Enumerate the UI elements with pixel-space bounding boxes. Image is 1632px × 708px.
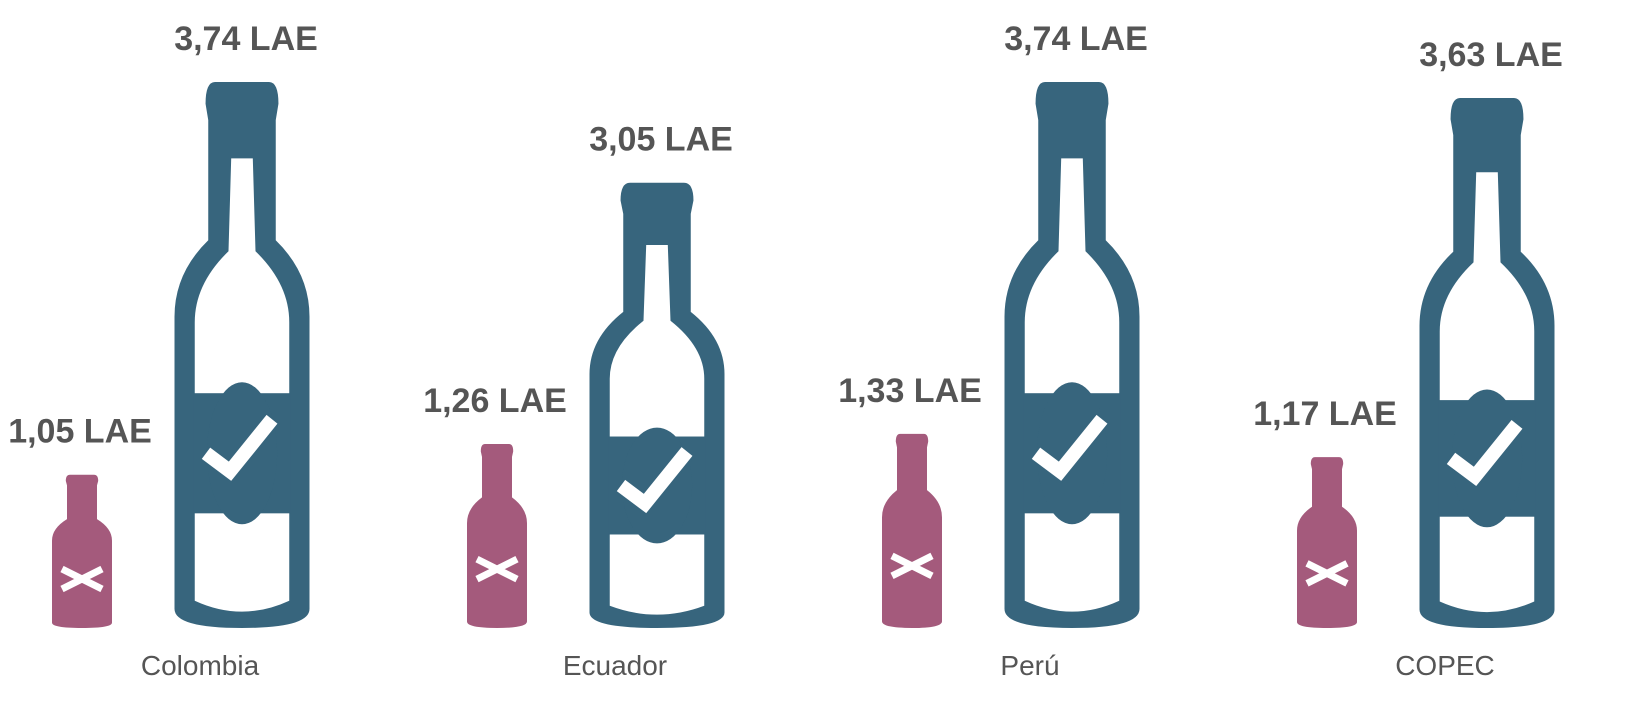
bottle — [882, 434, 942, 628]
bottle-shape — [467, 444, 527, 628]
category-label: COPEC — [1395, 650, 1495, 681]
value-label: 1,26 LAE — [423, 382, 567, 420]
bottle — [52, 475, 112, 628]
bottle-body — [52, 475, 112, 628]
bottle — [1420, 98, 1555, 628]
bottle — [175, 82, 310, 628]
bottle-shape — [882, 434, 942, 628]
bottle-shape — [590, 183, 725, 628]
value-label: 1,17 LAE — [1253, 395, 1397, 433]
bottle-body — [1297, 457, 1357, 628]
bottle — [1297, 457, 1357, 628]
bottle-shape — [1005, 82, 1140, 628]
value-label: 3,74 LAE — [174, 20, 318, 58]
bottle-shape — [52, 475, 112, 628]
bottle-shape — [175, 82, 310, 628]
category-label: Perú — [1000, 650, 1059, 681]
bottle — [590, 183, 725, 628]
value-label: 3,05 LAE — [589, 121, 733, 159]
category-label: Colombia — [141, 650, 260, 681]
value-label: 1,05 LAE — [8, 413, 152, 451]
chart: Colombia 1,05 LAE 3,74 LAE Ecuador 1,26 LAE 3… — [0, 0, 1632, 708]
value-label: 3,63 LAE — [1419, 36, 1563, 74]
category-label: Ecuador — [563, 650, 667, 681]
bottle-shape — [1297, 457, 1357, 628]
bottle — [467, 444, 527, 628]
bottle-body — [467, 444, 527, 628]
bottle — [1005, 82, 1140, 628]
value-label: 3,74 LAE — [1004, 20, 1148, 58]
bottle-shape — [1420, 98, 1555, 628]
value-label: 1,33 LAE — [838, 372, 982, 410]
bottle-body — [882, 434, 942, 628]
